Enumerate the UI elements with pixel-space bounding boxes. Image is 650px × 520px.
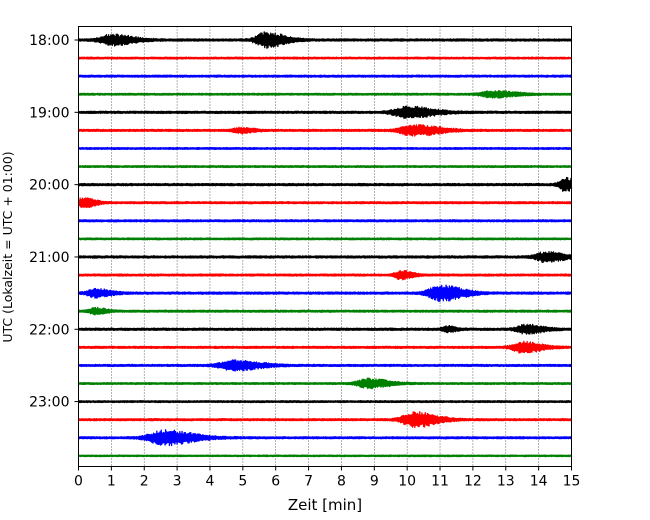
y-tick-label: 18:00 bbox=[29, 33, 69, 49]
trace-2315 bbox=[77, 411, 573, 429]
seismogram-traces bbox=[77, 31, 573, 458]
y-axis-ticks: 18:00 19:00 20:00 21:00 22:00 23:00 bbox=[29, 33, 79, 411]
trace-2100 bbox=[77, 251, 573, 264]
y-tick-label: 20:00 bbox=[29, 178, 69, 194]
x-tick-label: 7 bbox=[304, 474, 313, 490]
trace-2000 bbox=[77, 176, 573, 192]
x-tick-label: 0 bbox=[74, 474, 83, 490]
trace-2115 bbox=[77, 269, 573, 281]
x-tick-label: 8 bbox=[337, 474, 346, 490]
x-tick-label: 5 bbox=[238, 474, 247, 490]
x-tick-label: 2 bbox=[140, 474, 149, 490]
trace-1915 bbox=[77, 124, 573, 137]
trace-2345 bbox=[77, 454, 573, 458]
x-tick-label: 12 bbox=[464, 474, 482, 490]
trace-2245 bbox=[77, 377, 573, 390]
trace-2030 bbox=[77, 219, 573, 223]
trace-1930 bbox=[77, 146, 573, 151]
trace-2230 bbox=[77, 359, 573, 372]
x-tick-label: 13 bbox=[497, 474, 515, 490]
trace-1815 bbox=[77, 56, 573, 60]
x-axis-ticks: 0 1 2 3 4 5 6 7 8 9 10 11 12 13 14 15 bbox=[74, 466, 581, 490]
trace-1945 bbox=[77, 164, 573, 169]
trace-1900 bbox=[77, 105, 573, 119]
x-tick-label: 11 bbox=[431, 474, 449, 490]
x-tick-label: 9 bbox=[370, 474, 379, 490]
trace-2200 bbox=[77, 323, 573, 335]
y-tick-label: 19:00 bbox=[29, 105, 69, 121]
trace-2330 bbox=[77, 429, 573, 447]
trace-2045 bbox=[77, 237, 573, 241]
x-tick-label: 3 bbox=[173, 474, 182, 490]
grid-lines bbox=[111, 26, 539, 467]
plot-frame bbox=[78, 26, 572, 467]
x-tick-label: 1 bbox=[107, 474, 116, 490]
x-axis-label: Zeit [min] bbox=[288, 496, 362, 514]
y-tick-label: 23:00 bbox=[29, 395, 69, 411]
trace-2300 bbox=[77, 400, 573, 404]
trace-1830 bbox=[77, 74, 573, 78]
trace-2015 bbox=[77, 197, 573, 209]
trace-1845 bbox=[77, 90, 573, 99]
trace-2130 bbox=[77, 284, 573, 302]
x-tick-label: 10 bbox=[398, 474, 416, 490]
trace-1800 bbox=[77, 31, 573, 49]
trace-2145 bbox=[77, 306, 573, 316]
x-tick-label: 4 bbox=[206, 474, 215, 490]
x-tick-label: 15 bbox=[563, 474, 581, 490]
x-tick-label: 14 bbox=[530, 474, 548, 490]
y-tick-label: 21:00 bbox=[29, 250, 69, 266]
y-tick-label: 22:00 bbox=[29, 322, 69, 338]
y-axis-label: UTC (Lokalzeit = UTC + 01:00) bbox=[0, 151, 15, 342]
x-tick-label: 6 bbox=[271, 474, 280, 490]
trace-2215 bbox=[77, 340, 573, 354]
